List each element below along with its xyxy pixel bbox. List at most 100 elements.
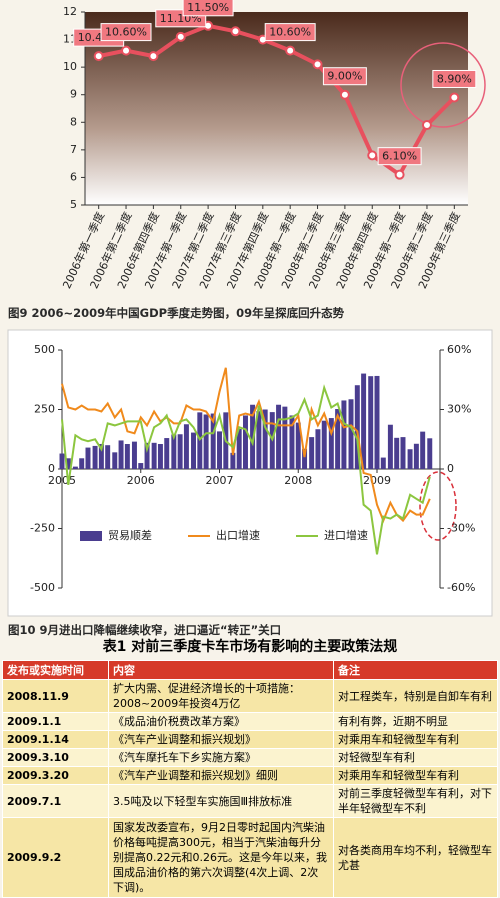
point (175, 31, 186, 42)
value-label: 8.90% (437, 72, 472, 85)
y-tick-label: 12 (63, 5, 77, 18)
bar (138, 463, 144, 469)
table-row: 2009.3.20 《汽车产业调整和振兴规划》细则 对乘用车和轻微型车有利 (2, 766, 498, 785)
bar (413, 443, 419, 469)
table-cell: 2009.1.14 (2, 730, 109, 749)
y-tick-label: 5 (70, 198, 77, 211)
table-cell: 对乘用车和轻微型车有利 (333, 766, 498, 785)
y-tick-label: 10 (63, 60, 77, 73)
bar (203, 414, 209, 469)
legend-label: 出口增速 (216, 528, 260, 542)
bar (354, 385, 360, 469)
table-cell: 《成品油价税费改革方案》 (108, 712, 334, 731)
bar (427, 438, 433, 469)
point (148, 51, 159, 62)
bar (72, 466, 78, 469)
table-row: 2009.3.10 《汽车摩托车下乡实施方案》 对轻微型车有利 (2, 748, 498, 767)
y-tick-label: -250 (30, 522, 55, 535)
header-row: 发布或实施时间 内容 备注 (2, 660, 498, 680)
bar (400, 437, 406, 469)
bar (394, 437, 400, 469)
bar (289, 415, 295, 469)
label-box (182, 0, 234, 17)
table-cell: 2009.3.10 (2, 748, 109, 767)
x-tick-label: 2005 (48, 474, 76, 487)
table-row: 2009.1.14 《汽车产业调整和振兴规划》 对乘用车和轻微型车有利 (2, 730, 498, 749)
bar (236, 429, 242, 469)
x-tick-label: 2007 (206, 474, 234, 487)
table-cell: 对轻微型车有利 (333, 748, 498, 767)
bar (387, 424, 393, 469)
y2-tick-label: 0 (447, 462, 454, 475)
table-cell: 2009.9.2 (2, 817, 109, 898)
series-line (61, 367, 431, 524)
bar (151, 442, 157, 469)
bar (321, 420, 327, 469)
series-line (98, 23, 456, 178)
point (121, 45, 132, 56)
table-cell: 对乘用车和轻微型车有利 (333, 730, 498, 749)
y-tick-label: 500 (34, 343, 55, 356)
caption: 图9 2006~2009年中国GDP季度走势图，09年呈探底回升态势 (8, 306, 345, 320)
y2-tick-label: 30% (447, 403, 471, 416)
point (285, 45, 296, 56)
bar (144, 442, 150, 469)
table-row: 2009.7.1 3.5吨及以下轻型车实施国Ⅲ排放标准 对前三季度轻微型车有利，对下… (2, 784, 498, 818)
value-label: 10.60% (269, 26, 311, 39)
bar (98, 444, 104, 469)
bar (262, 409, 268, 469)
point (339, 89, 350, 100)
table-cell: 2009.7.1 (2, 784, 109, 818)
value-label: 9.00% (327, 70, 362, 83)
point (421, 120, 432, 131)
bar (85, 447, 91, 469)
bar (374, 375, 380, 469)
bar (197, 412, 203, 469)
bar (341, 400, 347, 469)
label-box (432, 69, 477, 88)
bar (250, 404, 256, 469)
table-cell: 对工程类车，特别是自卸车有利 (333, 679, 498, 713)
bar (256, 411, 262, 469)
gdp-chart: 567891011122006年第一季度2006年第二季度2006年第四季度20… (59, 0, 486, 291)
table-row: 2008.11.9 扩大内需、促进经济增长的十项措施：2008~2009年投资4万… (2, 679, 498, 713)
bar (131, 441, 137, 469)
bar (302, 448, 308, 469)
highlight-circle (400, 42, 486, 128)
table-cell: 3.5吨及以下轻型车实施国Ⅲ排放标准 (108, 784, 334, 818)
header-cell: 内容 (108, 660, 334, 680)
bar (230, 452, 236, 469)
label-box (264, 23, 316, 42)
bar (118, 440, 124, 469)
x-tick-label: 2006 (127, 474, 155, 487)
table-cell: 对前三季度轻微型车有利，对下半年轻微型车不利 (333, 784, 498, 818)
caption: 图10 9月进出口降幅继续收窄，进口逼近“转正”关口 (8, 623, 282, 637)
bar (92, 445, 98, 469)
y-tick-label: 8 (70, 115, 77, 128)
y-tick-label: 250 (34, 403, 55, 416)
bar (315, 429, 321, 469)
table-cell: 《汽车摩托车下乡实施方案》 (108, 748, 334, 767)
bar (295, 422, 301, 469)
table-cell: 有利有弊，近期不明显 (333, 712, 498, 731)
table-cell: 2009.3.20 (2, 766, 109, 785)
y-tick-label: 7 (70, 143, 77, 156)
x-tick-label: 2009 (363, 474, 391, 487)
bar (420, 431, 426, 469)
point (93, 51, 104, 62)
bar (59, 453, 65, 469)
table-row: 2009.9.2 国家发改委宣布，9月2日零时起国内汽柴油价格每吨提高300元，相… (2, 817, 498, 898)
bar (243, 415, 248, 469)
bar (380, 457, 386, 469)
bar (328, 418, 334, 469)
bar (112, 452, 118, 469)
bar (309, 437, 315, 469)
bar (335, 409, 341, 469)
y-tick-label: 6 (70, 170, 77, 183)
chart-frame (7, 329, 493, 617)
table-title: 表1 对前三季度卡车市场有影响的主要政策法规 (102, 639, 398, 655)
y-tick-label: 0 (48, 462, 55, 475)
table-cell: 国家发改委宣布，9月2日零时起国内汽柴油价格每吨提高300元，相当于汽柴油每升分… (108, 817, 334, 898)
y-tick-label: -500 (30, 581, 55, 594)
